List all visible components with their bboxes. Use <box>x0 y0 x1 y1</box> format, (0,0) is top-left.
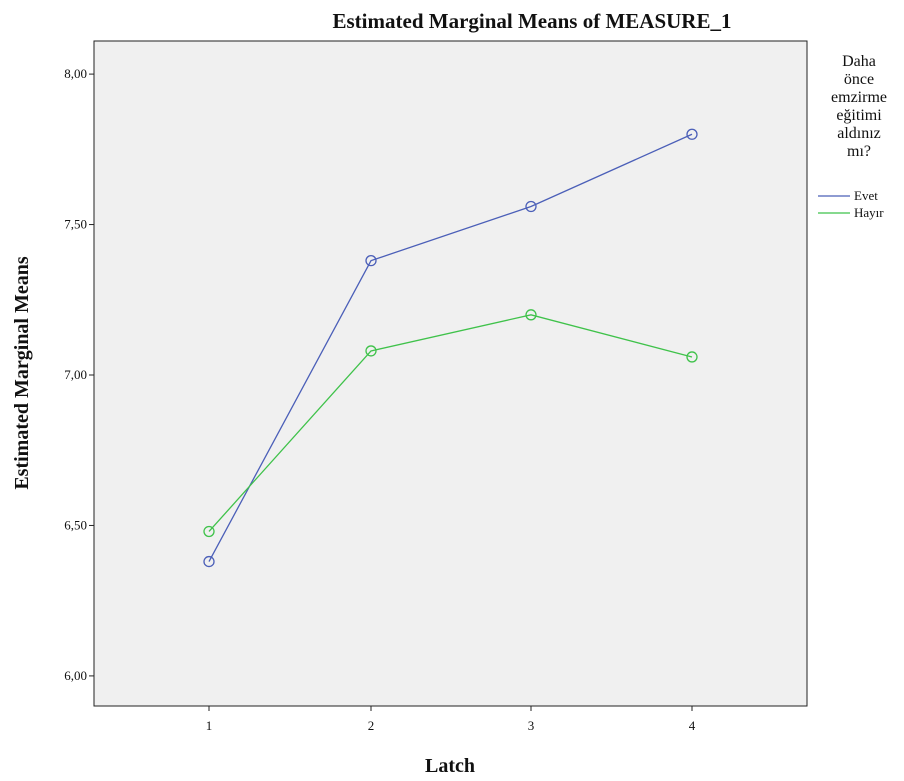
series-layer <box>203 128 698 568</box>
legend-title-line: eğitimi <box>836 107 882 124</box>
legend-title-line: Daha <box>842 53 876 70</box>
y-axis: 6,00 6,50 7,00 7,50 8,00 <box>64 66 94 683</box>
data-point-evet <box>686 128 698 140</box>
x-tick-label: 2 <box>368 718 375 733</box>
data-point-evet <box>365 255 377 267</box>
x-tick-label: 3 <box>528 718 535 733</box>
x-axis: 1 2 3 4 <box>206 706 696 733</box>
data-point-evet <box>525 200 537 213</box>
data-point-evet <box>203 555 215 568</box>
legend-title-line: önce <box>844 71 874 88</box>
series-line-hayır <box>208 314 693 532</box>
legend-title-line: emzirme <box>831 89 887 106</box>
series-line-evet <box>208 133 693 562</box>
data-point-hayır <box>686 351 698 363</box>
x-tick-label: 4 <box>689 718 696 733</box>
data-point-hayır <box>525 309 537 321</box>
legend-label: Hayır <box>854 205 884 220</box>
y-axis-title: Estimated Marginal Means <box>11 256 33 490</box>
x-tick-label: 1 <box>206 718 213 733</box>
y-tick-label: 6,50 <box>64 517 87 532</box>
plot-area <box>93 40 808 707</box>
y-tick-label: 6,00 <box>64 668 87 683</box>
legend-title-line: mı? <box>847 143 871 160</box>
chart-title: Estimated Marginal Means of MEASURE_1 <box>333 9 732 33</box>
legend-label: Evet <box>854 188 878 203</box>
data-point-hayır <box>203 525 215 538</box>
y-tick-label: 7,00 <box>64 367 87 382</box>
legend-title-line: aldınız <box>837 125 881 142</box>
data-point-hayır <box>365 345 377 357</box>
x-axis-title: Latch <box>425 755 475 777</box>
y-tick-label: 7,50 <box>64 217 87 232</box>
y-tick-label: 8,00 <box>64 66 87 81</box>
